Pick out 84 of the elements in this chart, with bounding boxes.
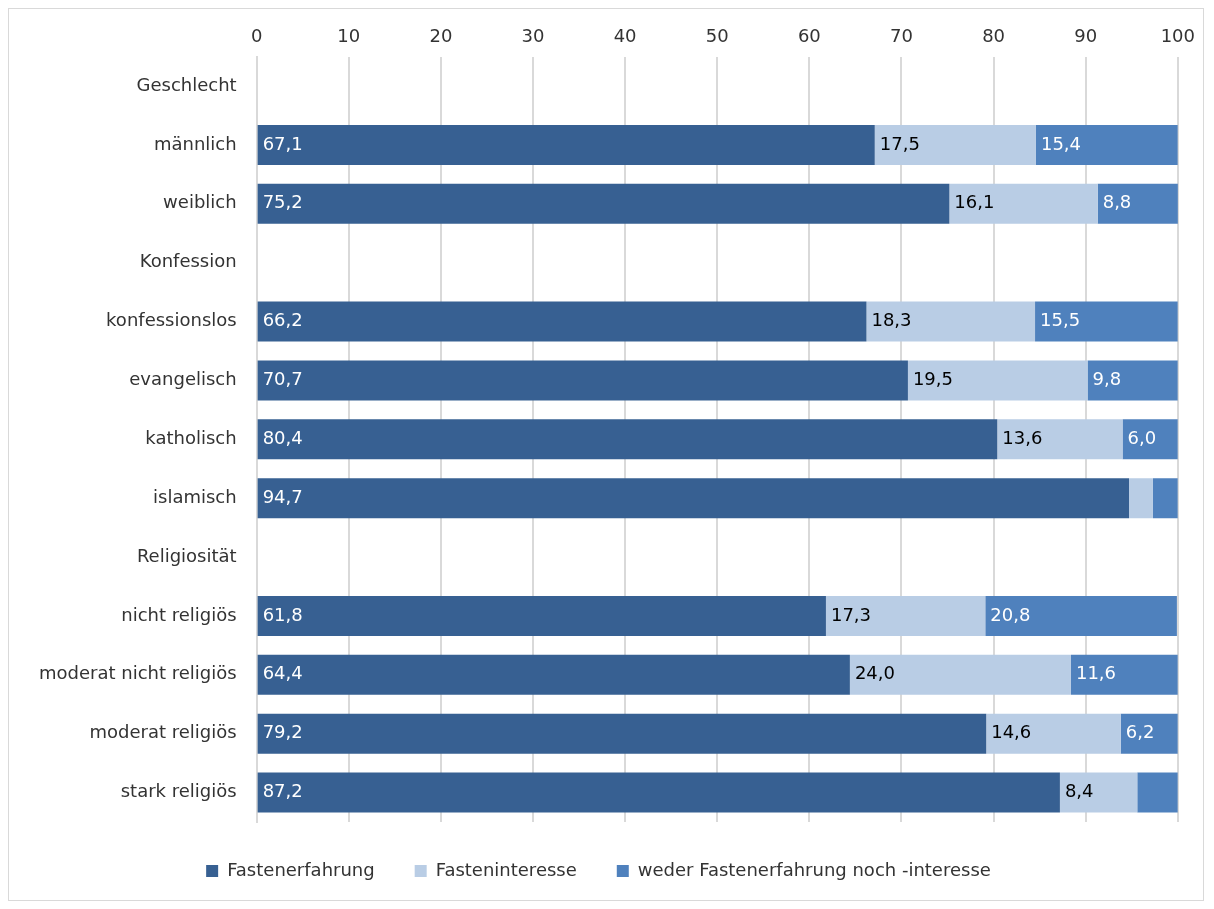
- bar: [1035, 124, 1178, 165]
- x-tick-label: 60: [797, 25, 821, 47]
- y-tick-label: islamisch: [153, 485, 237, 507]
- data-label: 8,4: [1064, 780, 1094, 802]
- y-tick-label: moderat religiös: [89, 721, 237, 743]
- x-tick-label: 40: [613, 25, 637, 47]
- bar: [1129, 478, 1153, 519]
- bar: [1097, 183, 1178, 224]
- data-label: 11,6: [1075, 662, 1117, 684]
- y-tick-label: moderat nicht religiös: [38, 662, 237, 684]
- bar: [825, 595, 986, 636]
- x-tick-label: 10: [337, 25, 361, 47]
- bar: [985, 595, 1177, 636]
- bar: [1152, 478, 1178, 519]
- x-tick-label: 80: [982, 25, 1006, 47]
- data-label: 19,5: [912, 368, 953, 390]
- data-label: 61,8: [262, 603, 303, 625]
- data-label: 79,2: [262, 721, 303, 743]
- y-tick-label: Geschlecht: [136, 73, 237, 95]
- bar: [257, 595, 826, 636]
- data-label: 17,3: [830, 603, 872, 625]
- data-label: 6,0: [1127, 426, 1157, 448]
- data-label: 18,3: [871, 309, 912, 331]
- data-label: 94,7: [262, 485, 303, 507]
- bar: [907, 360, 1088, 401]
- x-tick-label: 70: [890, 25, 913, 47]
- data-label: 87,2: [262, 780, 303, 802]
- x-tick-label: 0: [250, 25, 263, 47]
- bar: [257, 772, 1060, 813]
- bar: [257, 478, 1129, 519]
- data-label: 8,8: [1102, 191, 1132, 213]
- legend-label: Fastenerfahrung: [227, 858, 375, 880]
- data-label: 17,5: [879, 132, 920, 154]
- bar: [257, 183, 950, 224]
- bar: [874, 124, 1036, 165]
- data-label: 67,1: [262, 132, 303, 154]
- bar: [949, 183, 1098, 224]
- data-label: 75,2: [262, 191, 303, 213]
- data-label: 16,1: [954, 191, 995, 213]
- data-label: 13,6: [1002, 426, 1043, 448]
- x-tick-label: 50: [705, 25, 729, 47]
- y-tick-label: katholisch: [145, 426, 237, 448]
- y-tick-label: stark religiös: [120, 780, 237, 802]
- bar: [257, 713, 987, 754]
- bar: [257, 124, 875, 165]
- bar: [1137, 772, 1178, 813]
- bar: [849, 654, 1071, 695]
- data-label: 15,4: [1040, 132, 1082, 154]
- legend-label: weder Fastenerfahrung noch -interesse: [637, 858, 991, 880]
- data-label: 6,2: [1125, 721, 1155, 743]
- y-tick-label: männlich: [153, 132, 237, 154]
- y-tick-label: nicht religiös: [121, 603, 237, 625]
- y-tick-label: Religiosität: [136, 544, 237, 566]
- x-tick-label: 100: [1160, 25, 1195, 47]
- x-tick-label: 90: [1074, 25, 1098, 47]
- data-label: 64,4: [262, 662, 303, 684]
- bar: [1122, 419, 1178, 460]
- bar: [866, 301, 1036, 342]
- bar: [1070, 654, 1178, 695]
- bar: [1059, 772, 1138, 813]
- data-label: 20,8: [990, 603, 1031, 625]
- data-label: 66,2: [262, 309, 303, 331]
- y-tick-label: evangelisch: [129, 368, 237, 390]
- legend-label: Fasteninteresse: [435, 858, 577, 880]
- y-tick-label: konfessionslos: [106, 309, 237, 331]
- data-label: 70,7: [262, 368, 303, 390]
- x-tick-label: 30: [521, 25, 545, 47]
- bar: [257, 301, 867, 342]
- bar: [997, 419, 1123, 460]
- bar: [1120, 713, 1178, 754]
- bar: [986, 713, 1121, 754]
- data-label: 15,5: [1040, 309, 1081, 331]
- data-label: 80,4: [262, 426, 303, 448]
- y-tick-label: weiblich: [163, 191, 237, 213]
- bar: [1035, 301, 1178, 342]
- bar: [1087, 360, 1178, 401]
- x-tick-label: 20: [429, 25, 453, 47]
- bar: [257, 419, 998, 460]
- bar: [257, 654, 850, 695]
- y-tick-label: Konfession: [139, 250, 237, 272]
- bar: [257, 360, 908, 401]
- data-label: 14,6: [991, 721, 1032, 743]
- data-label: 9,8: [1092, 368, 1122, 390]
- data-label: 24,0: [854, 662, 895, 684]
